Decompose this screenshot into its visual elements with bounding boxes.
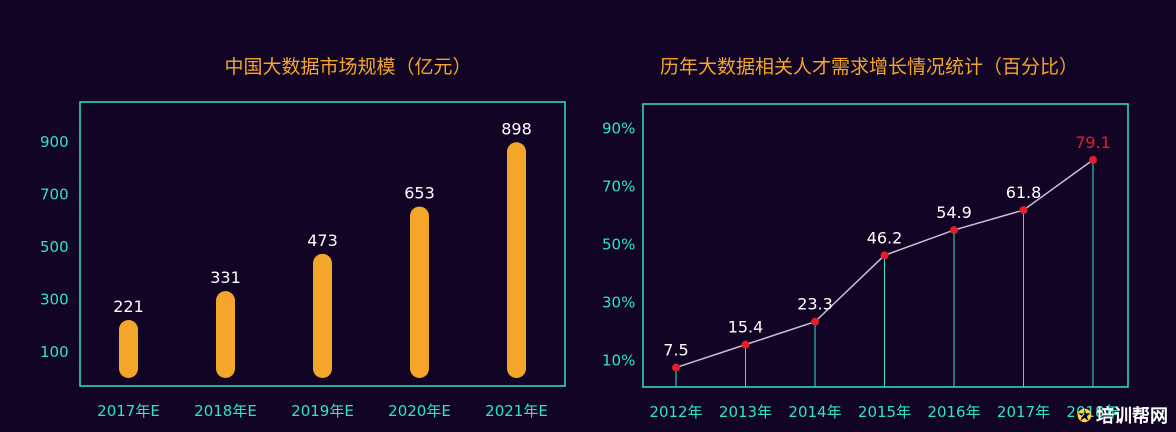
data-point bbox=[672, 363, 680, 372]
x-tick-label: 2017年 bbox=[997, 403, 1050, 421]
line-chart: 10% 30% 50% 70% 90% 7.5 2012年 15.4 2013年 23.3 2014… bbox=[602, 119, 1120, 421]
x-tick-label: 2018年 bbox=[1066, 403, 1119, 421]
x-tick-label: 2019年E bbox=[291, 402, 354, 420]
data-label: 46.2 bbox=[867, 228, 903, 247]
data-point bbox=[880, 251, 889, 260]
y-tick-label: 100 bbox=[40, 343, 69, 361]
x-tick-label: 2021年E bbox=[485, 402, 548, 420]
bar bbox=[119, 319, 138, 378]
data-label: 473 bbox=[307, 231, 338, 250]
y-tick-label: 30% bbox=[602, 293, 635, 311]
data-label: 61.8 bbox=[1006, 183, 1042, 202]
data-label: 79.1 bbox=[1075, 133, 1111, 152]
x-tick-label: 2013年 bbox=[719, 403, 772, 421]
y-tick-label: 70% bbox=[602, 177, 635, 195]
data-label: 331 bbox=[210, 268, 241, 287]
x-tick-label: 2017年E bbox=[97, 402, 160, 420]
y-tick-label: 900 bbox=[40, 133, 69, 151]
data-label: 221 bbox=[113, 297, 144, 316]
y-tick-label: 500 bbox=[40, 238, 69, 256]
data-label: 15.4 bbox=[728, 318, 764, 337]
data-point bbox=[1089, 155, 1097, 164]
line-chart-frame bbox=[642, 103, 1129, 388]
x-tick-label: 2018年E bbox=[194, 402, 257, 420]
bar bbox=[507, 142, 526, 378]
data-label: 653 bbox=[404, 184, 435, 203]
watermark-text: 培训帮网 bbox=[1096, 406, 1168, 427]
data-point bbox=[741, 340, 750, 349]
data-label: 54.9 bbox=[936, 203, 972, 222]
y-tick-label: 90% bbox=[602, 119, 635, 137]
data-point bbox=[950, 226, 958, 235]
bar-chart: 100 300 500 700 900 221 2017年E 331 2018年E 473 2019… bbox=[40, 119, 548, 420]
watermark: ✪ 培训帮网 bbox=[1077, 402, 1168, 428]
bar bbox=[216, 291, 235, 378]
x-tick-label: 2016年 bbox=[927, 403, 980, 421]
x-tick-label: 2015年 bbox=[858, 403, 911, 421]
bar-chart-frame bbox=[79, 101, 566, 387]
y-tick-label: 50% bbox=[602, 235, 635, 253]
data-point bbox=[811, 317, 819, 326]
bar bbox=[410, 206, 429, 378]
data-label: 898 bbox=[501, 119, 532, 138]
x-tick-label: 2020年E bbox=[388, 402, 451, 420]
y-tick-label: 10% bbox=[602, 351, 635, 369]
data-label: 7.5 bbox=[663, 341, 688, 360]
y-tick-label: 700 bbox=[40, 185, 69, 203]
x-tick-label: 2014年 bbox=[788, 403, 841, 421]
bar-chart-title: 中国大数据市场规模（亿元） bbox=[224, 56, 472, 78]
data-label: 23.3 bbox=[797, 295, 833, 314]
owl-logo-icon: ✪ bbox=[1076, 406, 1092, 427]
bar bbox=[313, 253, 332, 378]
x-tick-label: 2012年 bbox=[649, 403, 702, 421]
y-tick-label: 300 bbox=[40, 290, 69, 308]
data-point bbox=[1019, 206, 1028, 215]
line-chart-title: 历年大数据相关人才需求增长情况统计（百分比） bbox=[659, 56, 1079, 78]
